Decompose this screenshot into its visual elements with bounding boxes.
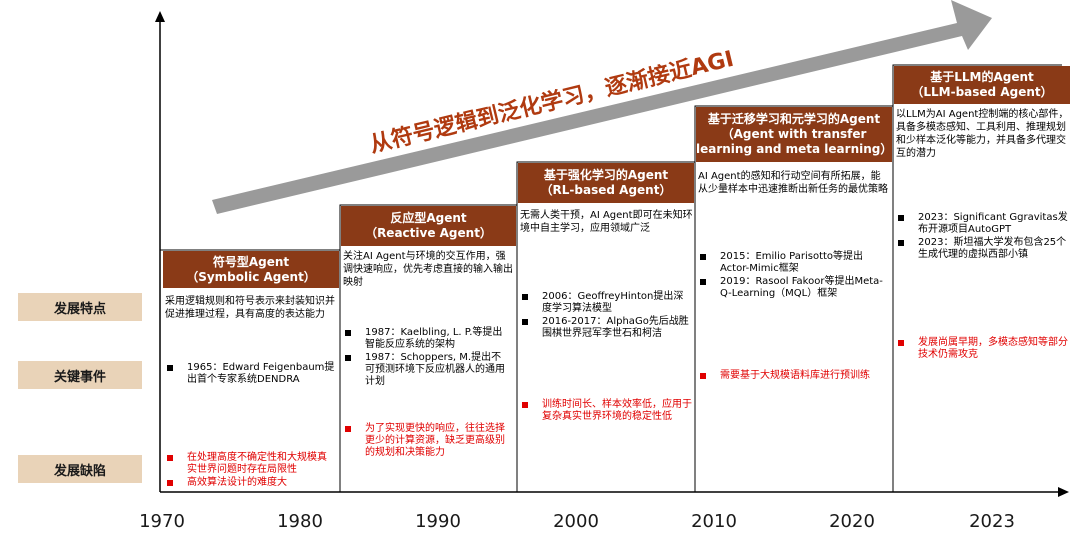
bullet-icon: [345, 355, 351, 361]
year-label: 2020: [829, 511, 875, 532]
era-defects: 训练时间长、样本效率低，应用于复杂真实世界环境的稳定性低: [520, 399, 692, 424]
era-defects: 发展尚属早期，多模态感知等部分技术仍需攻克: [896, 337, 1070, 362]
era-events: 1987：Kaelbling, L. P.等提出智能反应系统的架构 1987：S…: [343, 327, 511, 389]
era-description: 关注AI Agent与环境的交互作用，强调快速响应，优先考虑直接的输入输出映射: [343, 251, 513, 288]
defect-item: 需要基于大规模语料库进行预训练: [698, 370, 888, 382]
bullet-icon: [522, 294, 528, 300]
defect-item: 高效算法设计的难度大: [165, 477, 335, 489]
bullet-icon: [167, 455, 173, 461]
era-defects: 为了实现更快的响应，往往选择更少的计算资源，缺乏更高级别的规划和决策能力: [343, 423, 511, 460]
era-events: 2006：GeoffreyHinton提出深度学习算法模型 2016-2017：…: [520, 291, 692, 341]
bullet-icon: [898, 340, 904, 346]
defect-item: 在处理高度不确定性和大规模真实世界问题时存在局限性: [165, 452, 335, 476]
event-item: 2006：GeoffreyHinton提出深度学习算法模型: [520, 291, 692, 315]
bullet-icon: [167, 480, 173, 486]
era-header-llm: 基于LLM的Agent （LLM-based Agent）: [894, 66, 1070, 104]
era-subtitle: （Agent with transfer learning and meta l…: [696, 127, 893, 156]
bullet-icon: [898, 215, 904, 221]
era-title: 基于强化学习的Agent: [543, 168, 669, 182]
era-events: 1965：Edward Feigenbaum提出首个专家系统DENDRA: [165, 362, 335, 387]
year-label: 1970: [139, 511, 185, 532]
era-title: 反应型Agent: [390, 211, 467, 225]
era-title: 基于LLM的Agent: [930, 70, 1034, 84]
year-label: 1990: [415, 511, 461, 532]
x-axis-arrowhead: [1058, 487, 1069, 497]
era-title: 符号型Agent: [212, 254, 290, 269]
bullet-icon: [700, 373, 706, 379]
y-axis-arrowhead: [155, 11, 165, 22]
defect-item: 为了实现更快的响应，往往选择更少的计算资源，缺乏更高级别的规划和决策能力: [343, 423, 511, 459]
row-label-defects: 发展缺陷: [18, 455, 142, 483]
era-defects: 需要基于大规模语料库进行预训练: [698, 370, 888, 383]
event-item: 2015：Emilio Parisotto等提出Actor-Mimic框架: [698, 251, 888, 275]
era-title: 基于迁移学习和元学习的Agent: [707, 112, 881, 126]
event-item: 1987：Schoppers, M.提出不可预测环境下反应机器人的通用计划: [343, 352, 511, 388]
era-events: 2015：Emilio Parisotto等提出Actor-Mimic框架 20…: [698, 251, 888, 301]
era-header-rl: 基于强化学习的Agent （RL-based Agent）: [518, 163, 694, 203]
event-item: 1987：Kaelbling, L. P.等提出智能反应系统的架构: [343, 327, 511, 351]
era-subtitle: （RL-based Agent）: [540, 183, 672, 197]
era-header-reactive: 反应型Agent （Reactive Agent）: [341, 206, 516, 246]
era-description: 无需人类干预，AI Agent即可在未知环境中自主学习，应用领域广泛: [520, 210, 693, 234]
bullet-icon: [345, 426, 351, 432]
era-subtitle: （Symbolic Agent）: [186, 269, 316, 284]
event-item: 1965：Edward Feigenbaum提出首个专家系统DENDRA: [165, 362, 335, 386]
year-label: 2010: [691, 511, 737, 532]
bullet-icon: [700, 279, 706, 285]
era-defects: 在处理高度不确定性和大规模真实世界问题时存在局限性 高效算法设计的难度大: [165, 452, 335, 490]
event-item: 2016-2017：AlphaGo先后战胜围棋世界冠军李世石和柯洁: [520, 316, 692, 340]
progress-arrow: [212, 0, 992, 214]
bullet-icon: [700, 254, 706, 260]
bullet-icon: [167, 365, 173, 371]
era-subtitle: （LLM-based Agent）: [911, 85, 1053, 99]
era-description: 采用逻辑规则和符号表示来封装知识并促进推理过程，具有高度的表达能力: [165, 296, 335, 320]
row-label-features: 发展特点: [18, 293, 142, 321]
year-label: 1980: [277, 511, 323, 532]
era-description: AI Agent的感知和行动空间有所拓展，能从少量样本中迅速推断出新任务的最优策…: [698, 171, 888, 195]
defect-item: 发展尚属早期，多模态感知等部分技术仍需攻克: [896, 337, 1070, 361]
row-label-events: 关键事件: [18, 361, 142, 389]
bullet-icon: [345, 330, 351, 336]
event-item: 2023：斯坦福大学发布包含25个生成代理的虚拟西部小镇: [896, 237, 1070, 261]
era-header-symbolic: 符号型Agent （Symbolic Agent）: [163, 251, 339, 288]
bullet-icon: [522, 402, 528, 408]
defect-item: 训练时间长、样本效率低，应用于复杂真实世界环境的稳定性低: [520, 399, 692, 423]
bullet-icon: [522, 319, 528, 325]
era-header-transfer: 基于迁移学习和元学习的Agent （Agent with transfer le…: [696, 107, 892, 162]
event-item: 2023：Significant Ggravitas发布开源项目AutoGPT: [896, 212, 1070, 236]
year-label: 2000: [553, 511, 599, 532]
event-item: 2019：Rasool Fakoor等提出Meta-Q-Learning（MQL…: [698, 276, 888, 300]
era-description: 以LLM为AI Agent控制端的核心部件，具备多模态感知、工具利用、推理规划和…: [896, 109, 1069, 159]
bullet-icon: [898, 240, 904, 246]
era-events: 2023：Significant Ggravitas发布开源项目AutoGPT …: [896, 212, 1070, 262]
era-subtitle: （Reactive Agent）: [365, 226, 492, 240]
year-label: 2023: [969, 511, 1015, 532]
